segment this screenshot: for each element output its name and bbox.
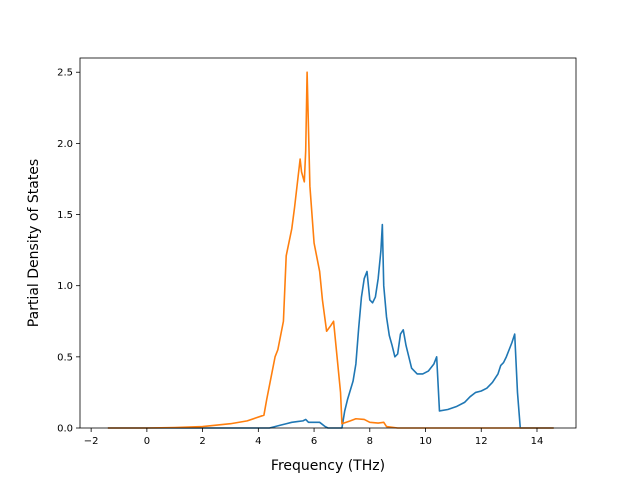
x-tick-label: 2 [199, 436, 205, 447]
x-tick-label: 10 [419, 436, 432, 447]
x-tick-label: 14 [531, 436, 544, 447]
y-axis-label: Partial Density of States [26, 159, 42, 327]
x-axis-ticks: −2 0 2 4 6 8 10 12 14 [84, 428, 544, 447]
y-tick-label: 2.0 [57, 139, 73, 150]
y-tick-label: 1.0 [57, 281, 73, 292]
x-tick-label: 6 [311, 436, 317, 447]
x-tick-label: 8 [367, 436, 373, 447]
x-tick-label: 0 [144, 436, 150, 447]
series-line-1 [107, 223, 554, 429]
x-axis-label: Frequency (THz) [271, 458, 385, 474]
y-tick-label: 2.5 [57, 68, 73, 79]
y-axis-ticks: 0.0 0.5 1.0 1.5 2.0 2.5 [57, 68, 80, 435]
plot-frame [79, 57, 577, 429]
x-tick-label: 12 [475, 436, 488, 447]
x-tick-label: −2 [84, 436, 99, 447]
plot-area [80, 58, 576, 428]
x-tick-label: 4 [255, 436, 261, 447]
series-layer [107, 71, 554, 429]
y-tick-label: 0.0 [57, 424, 73, 435]
y-tick-label: 1.5 [57, 210, 73, 221]
series-line-2 [107, 71, 554, 429]
y-tick-label: 0.5 [57, 352, 73, 363]
